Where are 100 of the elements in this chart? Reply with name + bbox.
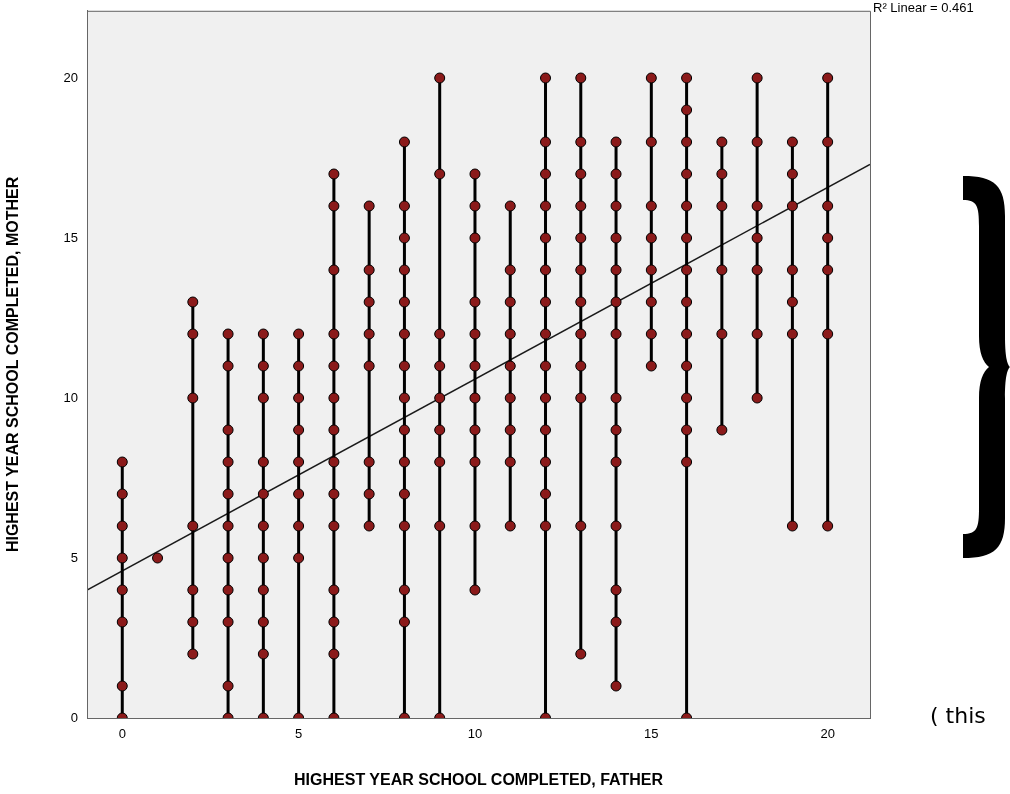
point	[257, 552, 269, 564]
point	[681, 200, 693, 212]
point	[716, 424, 728, 436]
text: R² Linear = 0.461	[873, 0, 974, 16]
point	[822, 200, 834, 212]
point	[328, 264, 340, 276]
point	[645, 328, 657, 340]
point	[540, 264, 552, 276]
point	[187, 296, 199, 308]
point	[681, 328, 693, 340]
point	[681, 264, 693, 276]
point	[504, 328, 516, 340]
y-tick-label: 10	[63, 389, 78, 405]
point	[575, 648, 587, 660]
point	[257, 520, 269, 532]
point	[434, 328, 446, 340]
point	[645, 360, 657, 372]
point	[398, 232, 410, 244]
point	[575, 392, 587, 404]
point	[434, 520, 446, 532]
point	[398, 360, 410, 372]
point	[328, 488, 340, 500]
point	[786, 168, 798, 180]
point	[222, 584, 234, 596]
point	[187, 648, 199, 660]
x-tick-label: 0	[118, 726, 126, 742]
point	[363, 520, 375, 532]
point	[575, 168, 587, 180]
point	[222, 520, 234, 532]
point	[398, 296, 410, 308]
point	[363, 296, 375, 308]
point	[257, 488, 269, 500]
point	[575, 136, 587, 148]
point	[751, 200, 763, 212]
point	[363, 200, 375, 212]
point	[610, 584, 622, 596]
point	[610, 424, 622, 436]
point	[751, 72, 763, 84]
point	[328, 616, 340, 628]
point	[222, 680, 234, 692]
point	[540, 168, 552, 180]
point	[540, 232, 552, 244]
point	[504, 264, 516, 276]
point	[822, 264, 834, 276]
point	[540, 360, 552, 372]
x-tick-label: 15	[644, 726, 659, 742]
point	[610, 328, 622, 340]
point	[398, 616, 410, 628]
point	[434, 456, 446, 468]
point	[293, 328, 305, 340]
point	[398, 392, 410, 404]
point	[257, 392, 269, 404]
point	[469, 392, 481, 404]
point	[152, 552, 164, 564]
point	[257, 616, 269, 628]
point	[328, 392, 340, 404]
point	[469, 456, 481, 468]
point	[610, 264, 622, 276]
point	[257, 584, 269, 596]
point	[116, 616, 128, 628]
point	[293, 360, 305, 372]
point	[116, 584, 128, 596]
point	[328, 360, 340, 372]
point	[328, 584, 340, 596]
point	[786, 328, 798, 340]
point	[504, 456, 516, 468]
point	[716, 264, 728, 276]
point	[645, 296, 657, 308]
x-axis-title: HIGHEST YEAR SCHOOL COMPLETED, FATHER	[294, 770, 664, 788]
x-tick-label: 10	[467, 726, 483, 742]
point	[469, 520, 481, 532]
point	[222, 552, 234, 564]
point	[540, 296, 552, 308]
point	[293, 392, 305, 404]
point	[222, 456, 234, 468]
point	[786, 520, 798, 532]
point	[716, 328, 728, 340]
point	[293, 424, 305, 436]
y-tick-label: 15	[63, 229, 78, 245]
point	[398, 520, 410, 532]
point	[434, 360, 446, 372]
point	[610, 168, 622, 180]
point	[540, 520, 552, 532]
point	[610, 456, 622, 468]
point	[786, 296, 798, 308]
point	[398, 264, 410, 276]
point	[469, 168, 481, 180]
point	[822, 136, 834, 148]
point	[504, 424, 516, 436]
point	[469, 232, 481, 244]
point	[645, 232, 657, 244]
point	[187, 584, 199, 596]
point	[610, 680, 622, 692]
point	[610, 136, 622, 148]
point	[540, 72, 552, 84]
point	[575, 232, 587, 244]
point	[786, 136, 798, 148]
point	[434, 72, 446, 84]
point	[540, 456, 552, 468]
point	[328, 648, 340, 660]
